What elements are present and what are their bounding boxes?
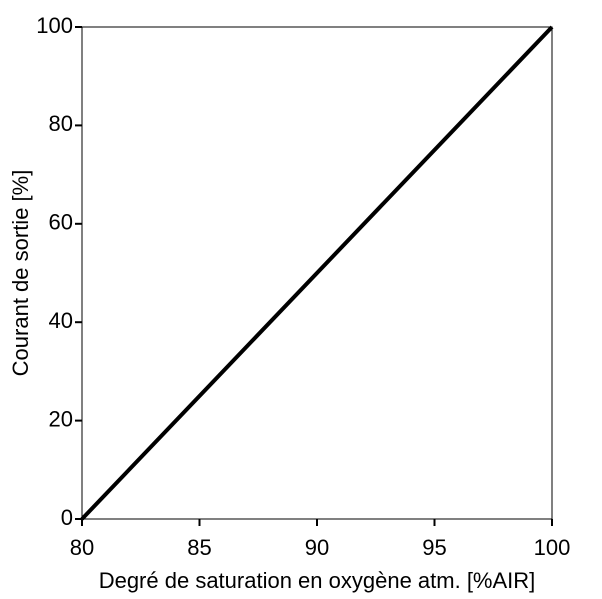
y-tick-label: 100 <box>36 13 73 38</box>
y-tick-label: 80 <box>49 111 73 136</box>
x-tick-label: 100 <box>534 535 571 560</box>
line <box>80 25 554 521</box>
y-tick-label: 60 <box>49 210 73 235</box>
x-axis-label: Degré de saturation en oxygène atm. [%AI… <box>99 568 536 593</box>
x-tick-label: 85 <box>187 535 211 560</box>
y-tick-label: 20 <box>49 406 73 431</box>
x-tick-label: 90 <box>305 535 329 560</box>
y-tick-label: 40 <box>49 308 73 333</box>
x-tick-label: 80 <box>70 535 94 560</box>
y-axis-label: Courant de sortie [%] <box>8 170 33 377</box>
x-tick-label: 95 <box>422 535 446 560</box>
y-tick-label: 0 <box>61 505 73 530</box>
